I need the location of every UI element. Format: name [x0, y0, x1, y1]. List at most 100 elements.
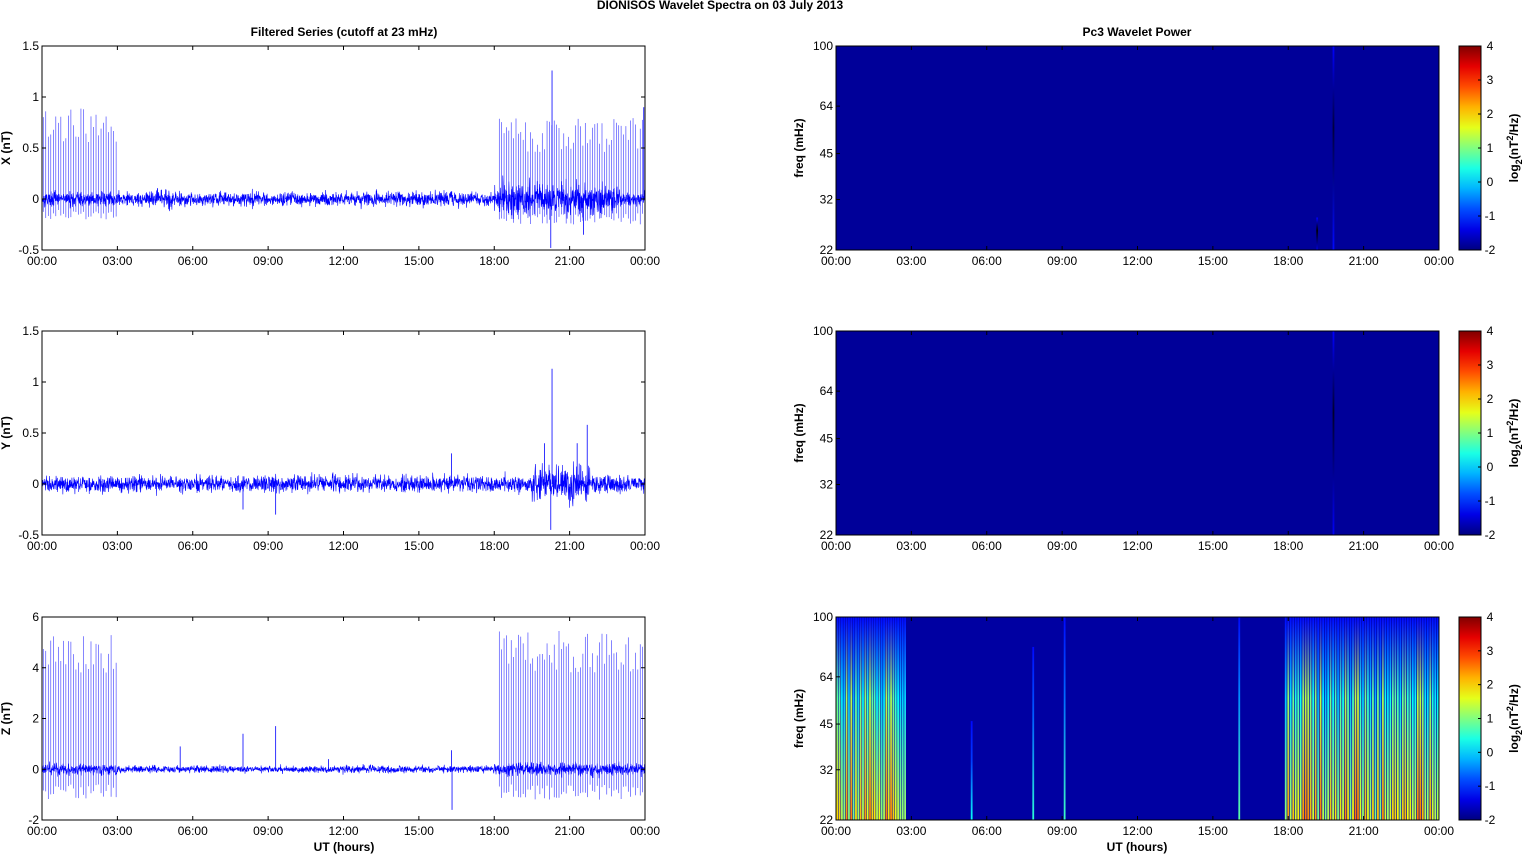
filtered-y-xtick-label: 21:00	[555, 539, 585, 553]
panels: -0.5 0 0.5 1 1.5 00:00 03:00 06:00 09:00 12:00 15:…	[0, 39, 1524, 838]
wavelet-z-power-streak	[1401, 617, 1404, 820]
wavelet-z-xtick-label: 15:00	[1198, 824, 1228, 838]
wavelet-z-cbar-tick-label: 0	[1487, 745, 1494, 759]
wavelet-z-cbar-tick-label: 1	[1487, 712, 1494, 726]
wavelet-z-power-streak	[852, 617, 855, 820]
filtered-x-xtick-label: 21:00	[555, 254, 585, 268]
wavelet-z-power-streak	[1389, 617, 1392, 820]
filtered-x-ylabel: X (nT)	[0, 131, 13, 165]
wavelet-z-power-streak	[904, 617, 906, 820]
wavelet-z-power-streak	[1391, 617, 1394, 820]
filtered-z-xtick-label: 06:00	[178, 824, 208, 838]
wavelet-z-power-streak	[885, 617, 888, 820]
wavelet-z-power-streak	[1409, 617, 1412, 820]
filtered-y-panel: -0.5 0 0.5 1 1.5 00:00 03:00 06:00 09:00 12:00 15:…	[0, 324, 660, 553]
filtered-y-xtick-label: 00:00	[630, 539, 660, 553]
wavelet-z-power-streak	[1349, 617, 1352, 820]
wavelet-z-power-streak	[843, 617, 846, 820]
wavelet-z-power-streak	[1319, 617, 1322, 820]
wavelet-z-power-streak	[970, 721, 973, 820]
filtered-y-xtick-label: 09:00	[253, 539, 283, 553]
filtered-x-ytick-label: 0.5	[22, 141, 39, 155]
filtered-x-xtick-label: 18:00	[479, 254, 509, 268]
wavelet-y-xtick-label: 21:00	[1349, 539, 1379, 553]
wavelet-z-power-streak	[866, 617, 869, 820]
wavelet-z-power-streak	[1374, 617, 1377, 820]
filtered-z-xtick-label: 12:00	[328, 824, 358, 838]
filtered-x-xtick-label: 00:00	[27, 254, 57, 268]
wavelet-z-power-streak	[845, 617, 848, 820]
wavelet-z-power-streak	[1238, 617, 1241, 820]
wavelet-x-ytick-label: 45	[820, 147, 834, 161]
wavelet-z-power-streak	[1369, 617, 1372, 820]
filtered-z-trace	[41, 761, 646, 779]
filtered-x-xtick-label: 00:00	[630, 254, 660, 268]
filtered-y-ytick-label: 0	[32, 477, 39, 491]
wavelet-z-power-streak	[850, 617, 853, 820]
wavelet-z-power-streak	[1379, 617, 1382, 820]
wavelet-z-xtick-label: 18:00	[1273, 824, 1303, 838]
wavelet-z-power-streak	[1429, 617, 1432, 820]
wavelet-x-cbar-tick-label: 1	[1487, 141, 1494, 155]
wavelet-y-ytick-label: 100	[813, 324, 833, 338]
filtered-x-xtick-label: 03:00	[102, 254, 132, 268]
wavelet-z-power-streak	[1431, 617, 1434, 820]
filtered-x-trace	[41, 175, 646, 219]
wavelet-y-power-streak	[1332, 331, 1335, 535]
wavelet-x-colorbar	[1458, 45, 1482, 251]
wavelet-z-power-streak	[873, 617, 876, 820]
wavelet-y-cbar-tick-label: 2	[1487, 392, 1494, 406]
wavelet-z-power-streak	[899, 617, 902, 820]
filtered-x-xtick-label: 12:00	[328, 254, 358, 268]
wavelet-x-xtick-label: 09:00	[1047, 254, 1077, 268]
wavelet-z-ytick-label: 100	[813, 610, 833, 624]
filtered-x-ytick-label: 1.5	[22, 39, 39, 53]
wavelet-y-xtick-label: 00:00	[821, 539, 851, 553]
wavelet-z-power-streak	[901, 617, 904, 820]
filtered-x-xtick-label: 06:00	[178, 254, 208, 268]
wavelet-z-power-streak	[836, 617, 839, 820]
filtered-x-panel: -0.5 0 0.5 1 1.5 00:00 03:00 06:00 09:00 12:00 15:…	[0, 39, 660, 268]
wavelet-y-cbar-tick-label: 4	[1487, 324, 1494, 338]
wavelet-z-power-streak	[1304, 617, 1307, 820]
wavelet-x-power-streak	[1332, 46, 1335, 250]
wavelet-y-xtick-label: 09:00	[1047, 539, 1077, 553]
filtered-y-xtick-label: 15:00	[404, 539, 434, 553]
filtered-z-panel: -2 0 2 4 6 00:00 03:00 06:00 09:00 12:00 15:00 18:0…	[0, 610, 660, 838]
wavelet-z-ytick-label: 22	[820, 813, 834, 827]
left-column-title: Filtered Series (cutoff at 23 mHz)	[251, 25, 438, 39]
wavelet-z-power-streak	[1362, 617, 1364, 820]
filtered-x-ytick-label: 1	[32, 90, 39, 104]
wavelet-z-power-streak	[1359, 617, 1362, 820]
wavelet-y-colorbar	[1458, 330, 1482, 536]
wavelet-z-power-streak	[876, 617, 878, 820]
wavelet-z-power-streak	[1327, 617, 1329, 820]
wavelet-z-power-streak	[1406, 617, 1409, 820]
wavelet-x-cbar-tick-label: 2	[1487, 107, 1494, 121]
wavelet-z-power-streak	[1372, 617, 1374, 820]
wavelet-z-power-streak	[1317, 617, 1320, 820]
filtered-z-xtick-label: 00:00	[27, 824, 57, 838]
filtered-x-ytick-label: 0	[32, 192, 39, 206]
wavelet-z-power-streak	[1384, 617, 1387, 820]
wavelet-y-cbar-tick-label: 0	[1487, 460, 1494, 474]
wavelet-x-power-streak	[1316, 217, 1319, 250]
wavelet-x-cbar-tick-label: -1	[1485, 209, 1496, 223]
wavelet-x-cbar-tick-label: -2	[1485, 243, 1496, 257]
wavelet-y-xtick-label: 00:00	[1424, 539, 1454, 553]
wavelet-y-colorbar-label: log2(nT2/Hz)	[1505, 399, 1524, 468]
filtered-z-ylabel: Z (nT)	[0, 702, 13, 735]
wavelet-x-cbar-tick-label: 3	[1487, 73, 1494, 87]
wavelet-z-power-streak	[1324, 617, 1327, 820]
wavelet-z-power-streak	[892, 617, 895, 820]
wavelet-x-xtick-label: 06:00	[972, 254, 1002, 268]
wavelet-z-power-streak	[1292, 617, 1295, 820]
wavelet-z-power-streak	[1404, 617, 1407, 820]
wavelet-y-xtick-label: 15:00	[1198, 539, 1228, 553]
wavelet-z-power-streak	[857, 617, 860, 820]
figure-title: DIONISOS Wavelet Spectra on 03 July 2013	[597, 0, 844, 12]
wavelet-z-power-streak	[1063, 617, 1066, 820]
